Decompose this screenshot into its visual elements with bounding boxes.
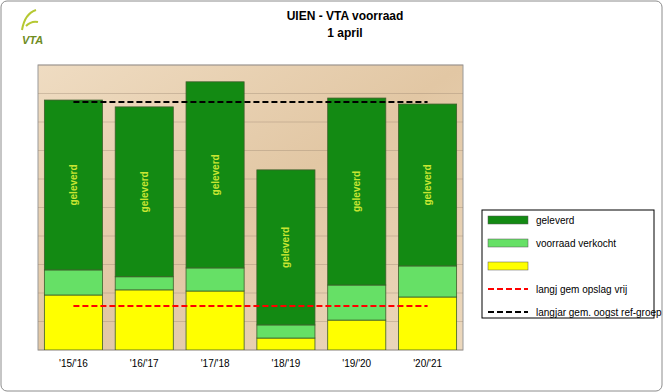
bar xyxy=(399,266,457,297)
bar-label: geleverd xyxy=(351,171,362,212)
bar xyxy=(399,104,457,266)
x-tick-label: '20/'21 xyxy=(413,358,442,369)
bar xyxy=(115,277,173,290)
bar-label: geleverd xyxy=(139,171,150,212)
bar xyxy=(328,320,386,350)
bar xyxy=(44,100,102,270)
logo-text: VTA xyxy=(22,34,43,46)
bar-label: geleverd xyxy=(68,164,79,205)
logo-icon xyxy=(22,10,38,30)
bar xyxy=(257,325,315,338)
grid-line xyxy=(38,65,463,66)
bar xyxy=(328,98,386,285)
legend-box xyxy=(482,210,654,318)
legend-swatch xyxy=(488,239,528,247)
grid-line xyxy=(38,93,463,94)
subtitle: 1 april xyxy=(327,26,362,40)
x-tick-label: '16/'17 xyxy=(130,358,159,369)
bar-label: geleverd xyxy=(422,164,433,205)
legend-swatch xyxy=(488,262,528,270)
legend-label: langjar gem. oogst ref-groep xyxy=(536,307,662,318)
bar xyxy=(399,297,457,350)
chart-frame xyxy=(1,1,662,391)
bar xyxy=(44,295,102,350)
bar xyxy=(44,270,102,295)
x-tick-label: '17/'18 xyxy=(201,358,230,369)
reference-line xyxy=(73,305,427,307)
data-labels: geleverd geleverd geleverd geleverd geleverd… xyxy=(68,154,433,268)
reference-line xyxy=(73,101,427,103)
bar xyxy=(186,82,244,268)
x-tick-label: '15/'16 xyxy=(59,358,88,369)
x-tick-label: '19/'20 xyxy=(342,358,371,369)
bar xyxy=(186,268,244,291)
legend-swatch xyxy=(488,216,528,224)
chart: VTAUIEN - VTA voorraad1 aprilgeleverdgel… xyxy=(0,0,663,392)
legend-label: langj gem opslag vrij xyxy=(536,284,627,295)
bar xyxy=(186,291,244,350)
legend: geleverd voorraad verkocht langj gem opsla… xyxy=(482,210,662,318)
plot-area xyxy=(38,65,463,350)
bar xyxy=(257,338,315,350)
bar-label: geleverd xyxy=(210,154,221,195)
legend-swatch xyxy=(488,288,528,290)
legend-label: voorraad verkocht xyxy=(536,238,616,249)
legend-swatch xyxy=(488,311,528,313)
bar xyxy=(115,290,173,350)
bar xyxy=(115,107,173,277)
bar xyxy=(257,170,315,325)
bar-label: geleverd xyxy=(280,227,291,268)
bar xyxy=(328,285,386,320)
legend-label: geleverd xyxy=(536,215,574,226)
marks xyxy=(44,82,456,350)
x-tick-label: '18/'19 xyxy=(271,358,300,369)
title: UIEN - VTA voorraad xyxy=(287,9,404,23)
